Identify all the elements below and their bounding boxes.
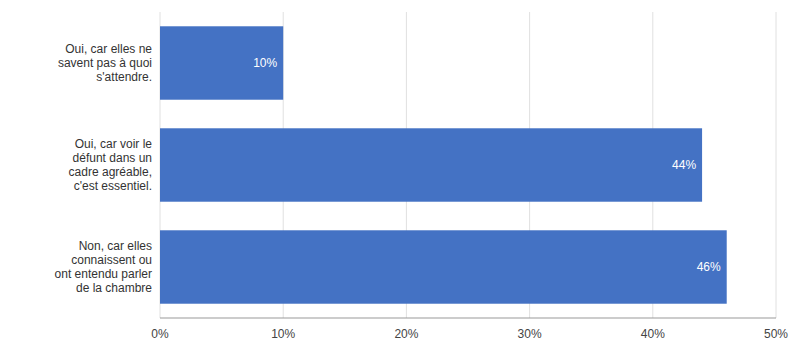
data-label: 46% (697, 260, 721, 274)
data-label: 10% (253, 56, 277, 70)
category-label-line: c'est essentiel. (74, 179, 152, 193)
category-label-line: Oui, car voir le (75, 137, 153, 151)
category-label-line: connaissent ou (71, 253, 152, 267)
category-label-line: savent pas à quoi (58, 56, 152, 70)
x-tick-label: 30% (518, 327, 542, 341)
y-axis: Oui, car elles nesavent pas à quois'atte… (55, 42, 153, 295)
category-label-line: Oui, car elles ne (65, 42, 152, 56)
category-label: Oui, car elles nesavent pas à quois'atte… (58, 42, 152, 84)
x-tick-label: 10% (271, 327, 295, 341)
x-tick-label: 50% (764, 327, 788, 341)
grid-line (776, 12, 777, 318)
category-label: Non, car ellesconnaissent ouont entendu … (55, 239, 153, 295)
category-label-line: Non, car elles (79, 239, 152, 253)
bar (160, 128, 702, 201)
data-label: 44% (672, 158, 696, 172)
x-axis-line (160, 318, 776, 319)
category-label-line: de la chambre (76, 281, 152, 295)
chart: 0% 10% 20% 30% 40% 50% 10% 44% 46% Oui, car elles… (0, 0, 800, 352)
x-tick-label: 0% (151, 327, 169, 341)
category-label-line: ont entendu parler (55, 267, 152, 281)
chart-container: 0% 10% 20% 30% 40% 50% 10% 44% 46% Oui, car elles… (0, 0, 800, 352)
category-label: Oui, car voir ledéfunt dans uncadre agré… (69, 137, 153, 193)
x-axis: 0% 10% 20% 30% 40% 50% (151, 318, 788, 341)
bars (160, 26, 727, 303)
bar (160, 26, 283, 99)
x-tick-label: 20% (394, 327, 418, 341)
category-label-line: s'attendre. (96, 70, 152, 84)
category-label-line: cadre agréable, (69, 165, 152, 179)
grid (160, 12, 776, 318)
bar (160, 230, 727, 303)
x-tick-label: 40% (641, 327, 665, 341)
data-labels: 10% 44% 46% (253, 56, 721, 274)
category-label-line: défunt dans un (73, 151, 152, 165)
